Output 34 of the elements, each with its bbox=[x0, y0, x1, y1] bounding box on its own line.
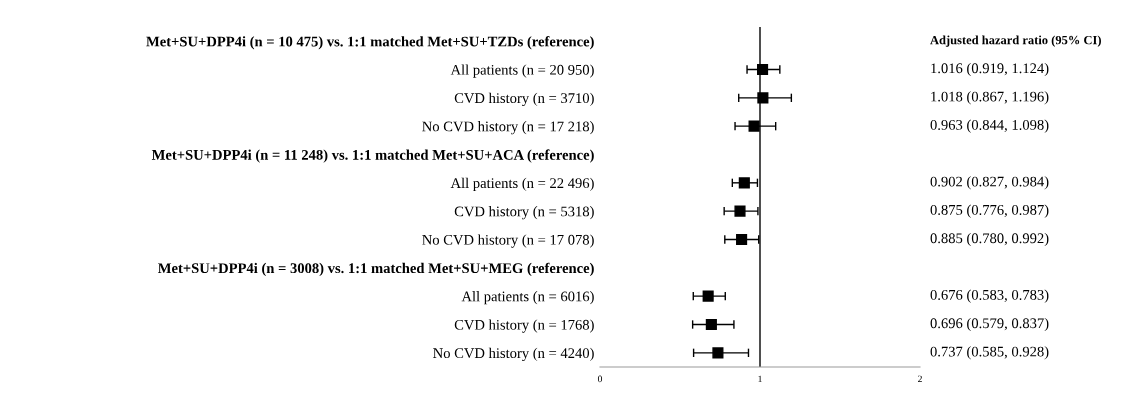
point bbox=[757, 92, 769, 104]
data-label: 0.963 (0.844, 1.098) bbox=[930, 119, 1049, 133]
data-label: 0.885 (0.780, 0.992) bbox=[930, 232, 1049, 247]
x-tick-label: 1 bbox=[758, 375, 762, 383]
text: Adjusted hazard ratio (95% CI) bbox=[930, 35, 1101, 47]
y-tick-label: Met+SU+DPP4i (n = 3008) vs. 1:1 matched Met+SU+MEG (reference) bbox=[157, 262, 594, 277]
data-label: 0.696 (0.579, 0.837) bbox=[930, 317, 1049, 332]
x-tick-label: 2 bbox=[918, 375, 922, 383]
point bbox=[736, 233, 748, 246]
point bbox=[705, 318, 717, 331]
y-tick-label: All patients (n = 22 496) bbox=[450, 177, 594, 191]
y-tick-label: CVD history (n = 3710) bbox=[454, 92, 594, 107]
point bbox=[702, 290, 714, 302]
y-tick-label: Met+SU+DPP4i (n = 11 248) vs. 1:1 matched Met+SU+ACA (reference) bbox=[151, 149, 594, 163]
point bbox=[748, 120, 760, 132]
data-label: 0.737 (0.585, 0.928) bbox=[930, 346, 1049, 360]
y-tick-label: Met+SU+DPP4i (n = 10 475) vs. 1:1 matched Met+SU+TZDs (reference) bbox=[146, 36, 594, 50]
data-label: 0.676 (0.583, 0.783) bbox=[930, 289, 1049, 303]
data-label: 0.875 (0.776, 0.987) bbox=[930, 204, 1049, 218]
y-tick-label: All patients (n = 20 950) bbox=[450, 64, 594, 78]
point bbox=[712, 347, 724, 359]
point bbox=[757, 63, 769, 76]
y-tick-label: No CVD history (n = 17 078) bbox=[422, 234, 594, 248]
point bbox=[738, 177, 750, 189]
data-label: 1.016 (0.919, 1.124) bbox=[931, 62, 1049, 77]
y-tick-label: All patients (n = 6016) bbox=[461, 291, 594, 305]
x-tick-label: 0 bbox=[597, 375, 603, 383]
data-label: 1.018 (0.867, 1.196) bbox=[931, 91, 1049, 105]
y-tick-label: No CVD history (n = 17 218) bbox=[422, 121, 594, 135]
y-tick-label: No CVD history (n = 4240) bbox=[433, 347, 594, 362]
y-tick-label: CVD history (n = 1768) bbox=[454, 319, 594, 333]
data-label: 0.902 (0.827, 0.984) bbox=[930, 176, 1049, 190]
y-tick-label: CVD history (n = 5318) bbox=[454, 206, 594, 220]
point bbox=[734, 205, 746, 217]
